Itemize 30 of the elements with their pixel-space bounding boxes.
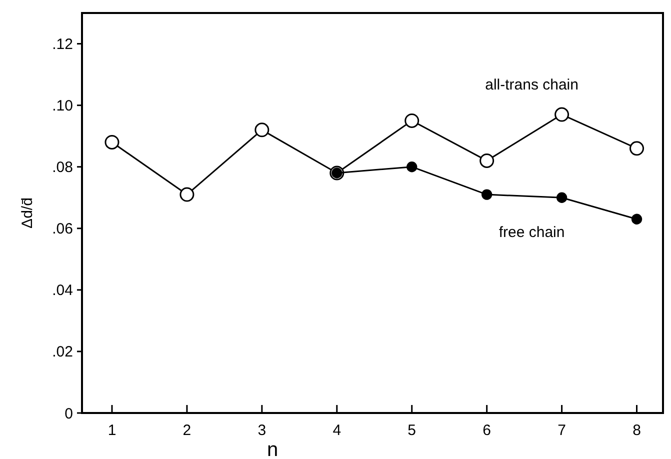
point bbox=[481, 189, 492, 200]
y-tick-label: 0 bbox=[64, 405, 73, 422]
series-label: all-trans chain bbox=[485, 76, 578, 94]
point bbox=[406, 161, 418, 172]
x-tick-label: 1 bbox=[108, 422, 116, 439]
point bbox=[631, 214, 642, 225]
y-tick-label: .08 bbox=[52, 159, 73, 176]
point bbox=[254, 122, 270, 138]
point bbox=[180, 187, 194, 202]
x-tick-label: 7 bbox=[558, 422, 566, 439]
y-tick-label: .10 bbox=[52, 98, 73, 115]
x-tick-label: 6 bbox=[482, 422, 491, 439]
point bbox=[556, 192, 568, 203]
x-tick-label: 8 bbox=[632, 422, 641, 439]
point bbox=[104, 134, 120, 150]
y-tick-label: .04 bbox=[52, 282, 73, 300]
y-axis-title: Δd/d̄ bbox=[19, 198, 36, 228]
point bbox=[480, 153, 494, 168]
x-axis-title: n bbox=[266, 439, 278, 459]
x-tick-label: 4 bbox=[332, 422, 342, 439]
x-tick-label: 3 bbox=[258, 422, 266, 439]
point bbox=[404, 113, 420, 128]
y-tick-label: .12 bbox=[52, 36, 73, 54]
x-tick-label: 5 bbox=[408, 422, 416, 439]
series-label: free chain bbox=[498, 224, 565, 242]
point bbox=[554, 107, 570, 122]
y-tick-label: .06 bbox=[52, 220, 73, 238]
y-tick-label: .02 bbox=[52, 344, 73, 361]
x-tick-label: 2 bbox=[182, 422, 192, 439]
point bbox=[630, 141, 644, 156]
